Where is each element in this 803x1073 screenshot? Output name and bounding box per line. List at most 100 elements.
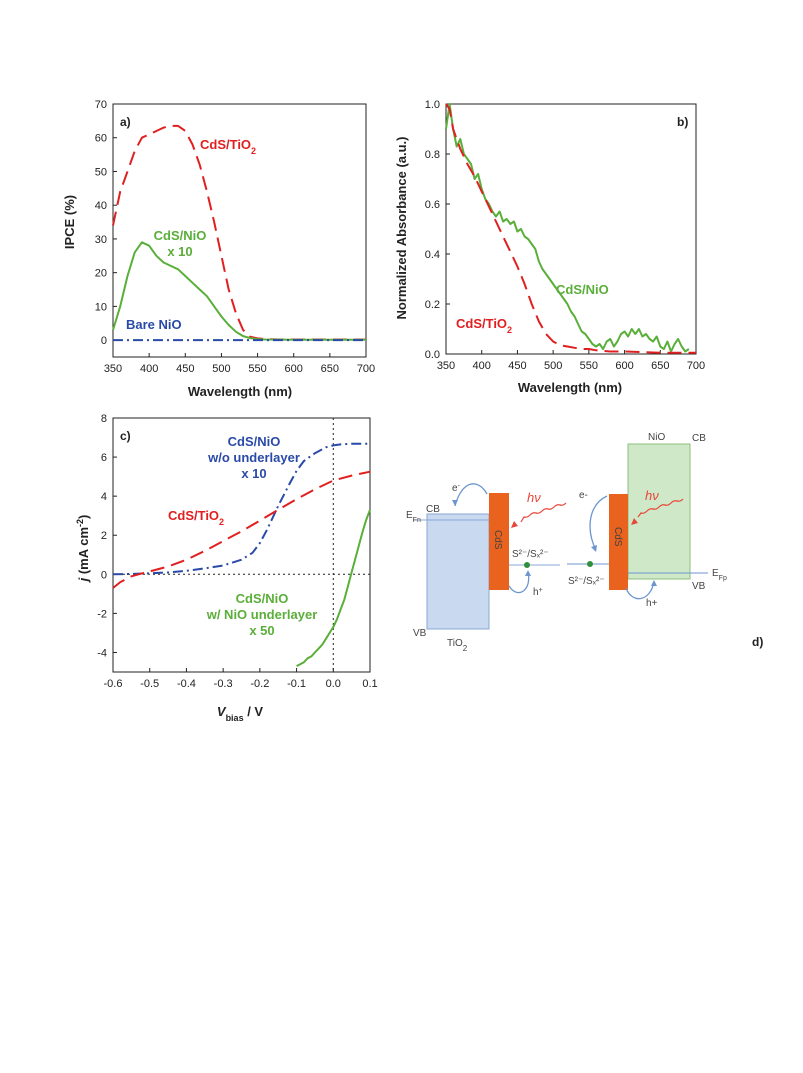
panel-c-label-cds-tio2: CdS/TiO2 [168,508,224,527]
efn-label-main: E [406,510,413,521]
panel-b-xtick-label: 550 [580,360,598,372]
panel-b-xtick-label: 700 [687,360,705,372]
panel-b-ytick-label: 1.0 [425,99,440,111]
efn-label: EFn [406,510,421,524]
panel-c-ytick-label: 8 [101,413,107,425]
panel-a-xtick-label: 650 [321,363,339,375]
panel-c-xtick-label: -0.6 [104,678,123,690]
nio-electron-label: e- [579,490,588,501]
panel-c-ytick-label: -4 [97,647,107,659]
panel-a-label-cds-nio-1: CdS/NiO [154,228,207,243]
tio2-label-main: TiO [447,638,463,649]
panel-a-label-cds-tio2-main: CdS/TiO [200,137,251,152]
tio2-hole-main: h [533,587,539,598]
panel-b-xtick-label: 450 [508,360,526,372]
panel-b-ytick-label: 0.8 [425,149,440,161]
panel-c-xtick-label: -0.3 [214,678,233,690]
panel-c-ytick-label: 2 [101,530,107,542]
panel-b-ytick-label: 0.0 [425,349,440,361]
efp-label: EFp [712,568,727,582]
panel-c-xlabel: Vbias / V [217,704,264,723]
panel-d: CdS CB VB TiO2 EFn e- h+ hν S²⁻/Sₓ²⁻ CdS… [406,432,763,653]
panel-b-label: b) [677,115,688,129]
panel-c-xtick-label: 0.1 [362,678,377,690]
panel-c-label-nio-wo-1: CdS/NiO [228,434,281,449]
panel-c-frame [112,417,371,673]
panel-a-label: a) [120,115,131,129]
tio2-hole-label: h+ [533,587,543,599]
tio2-electron-sup: - [458,483,461,490]
tio2-label-sub: 2 [463,644,468,653]
panel-a-xtick-label: 400 [140,363,158,375]
panel-b-frame [445,103,697,355]
hole-arrow-right [625,581,655,600]
cds-block-left [489,493,509,590]
redox-dot-left [524,562,530,568]
panel-a-xtick-label: 700 [357,363,375,375]
panel-c-series-2 [296,509,371,667]
panel-c-label-nio-w-3: x 50 [249,623,274,638]
panel-c-ytick-label: 6 [101,452,107,464]
panel-b-series-1 [445,103,696,354]
tio2-vb-label: VB [413,628,427,639]
hv-label-left: hν [527,490,541,505]
panel-b-label-cds-nio: CdS/NiO [556,282,609,297]
panel-c-series [112,442,371,667]
tio2-hole-sup: + [539,587,543,594]
panel-c-label-nio-w-2: w/ NiO underlayer [206,607,318,622]
panel-c-series-1 [112,470,371,589]
panel-c-xtick-label: -0.2 [250,678,269,690]
panel-a-series [112,124,366,342]
hole-arrowhead-left [525,570,531,576]
panel-a-label-cds-nio-2: x 10 [167,244,192,259]
panel-a-ytick-label: 70 [95,99,107,111]
panel-a-ytick-label: 60 [95,133,107,145]
panel-a-ytick-label: 50 [95,166,107,178]
hv-label-right: hν [645,488,659,503]
panel-a-ytick-label: 10 [95,301,107,313]
panel-c-xlabel-sub: bias [226,713,244,723]
efn-label-sub: Fn [413,517,421,524]
redox-dot-right [587,561,593,567]
photon-left [520,502,567,523]
panel-a-ytick-label: 40 [95,200,107,212]
panel-b-series [445,103,696,354]
panel-b-ytick-label: 0.4 [425,249,440,261]
panel-c-xlabel-unit: / V [244,704,264,719]
panel-b-xtick-label: 650 [651,360,669,372]
panel-c-label: c) [120,429,131,443]
panel-c: -0.6 -0.5 -0.4 -0.3 -0.2 -0.1 0.0 0.1-4-202468 … [75,413,378,723]
nio-label: NiO [648,432,665,443]
panel-c-axes: -0.6 -0.5 -0.4 -0.3 -0.2 -0.1 0.0 0.1 -4 -2 0 2 4 6 8 [97,413,377,690]
panel-c-ytick-label: 4 [101,491,107,503]
panel-c-series-0 [112,442,370,576]
panel-c-xtick-label: -0.1 [287,678,306,690]
panel-b-axes: 350 400 450 500 550 600 650 700 0.0 0.2 0.4 0.6 0.8 1… [425,99,705,372]
panel-a-label-cds-tio2: CdS/TiO2 [200,137,256,156]
panel-b-xtick-label: 350 [437,360,455,372]
panel-b-xtick-label: 600 [615,360,633,372]
electron-arrowhead-right [591,545,597,552]
panel-a-ytick-label: 20 [95,268,107,280]
panel-c-xtick-label: -0.4 [177,678,196,690]
panel-a-frame [112,103,367,358]
panel-a-xlabel: Wavelength (nm) [188,384,292,399]
panel-c-ytick-label: 0 [101,569,107,581]
tio2-block [426,513,490,630]
nio-block [627,443,691,580]
panel-b-ytick-label: 0.6 [425,199,440,211]
panel-c-label-nio-wo-2: w/o underlayer [207,450,300,465]
redox-label-left: S²⁻/Sₓ²⁻ [512,549,549,560]
electron-arrow-right [589,495,608,551]
hole-arrow-left [508,571,530,594]
panel-b-ylabel: Normalized Absorbance (a.u.) [394,137,409,320]
panel-a-xtick-label: 350 [104,363,122,375]
panel-c-ylabel-end: ) [76,515,91,519]
panel-a-ytick-label: 30 [95,234,107,246]
panel-a-label-cds-tio2-sub: 2 [251,146,256,156]
panel-a-label-bare-nio: Bare NiO [126,317,182,332]
panel-b-ytick-label: 0.2 [425,299,440,311]
panel-b-series-0 [445,103,690,353]
